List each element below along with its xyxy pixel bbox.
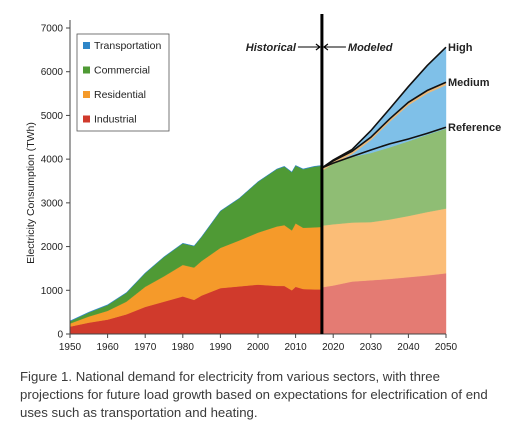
legend-label-residential: Residential — [94, 89, 146, 101]
scenario-label-reference: Reference — [448, 122, 501, 134]
legend: Transportation Commercial Residential Indus… — [76, 33, 170, 132]
y-tick-label: 2000 — [41, 242, 64, 253]
y-tick-label: 4000 — [41, 155, 64, 166]
x-tick-label: 1990 — [209, 342, 232, 353]
scenario-line-reference — [321, 126, 447, 169]
electricity-demand-chart: High Medium Reference 0 1000 2000 3000 4000 500… — [25, 14, 501, 353]
modeled-arrow-icon — [323, 43, 346, 51]
x-tick-label: 1950 — [59, 342, 82, 353]
legend-box — [76, 33, 170, 132]
axes: 0 1000 2000 3000 4000 5000 6000 7000 1950 1960 197… — [25, 20, 458, 353]
x-tick-label: 2010 — [284, 342, 307, 353]
scenario-line-medium — [321, 81, 447, 169]
medium-scenario-strip — [321, 82, 446, 171]
legend-swatch-commercial — [83, 66, 90, 74]
x-tick-label: 2050 — [435, 342, 458, 353]
legend-swatch-transportation — [83, 42, 90, 49]
scenario-label-high: High — [448, 42, 473, 54]
historical-modeled-divider: Historical Modeled — [246, 14, 393, 334]
modeled-annotation: Modeled — [348, 42, 393, 54]
x-tick-label: 1970 — [134, 342, 157, 353]
legend-swatch-residential — [83, 91, 90, 98]
y-axis-label: Electricity Consumption (TWh) — [25, 122, 37, 264]
legend-label-transportation: Transportation — [94, 40, 161, 52]
x-tick-label: 1960 — [96, 342, 119, 353]
y-tick-label: 7000 — [41, 24, 64, 35]
y-tick-label: 5000 — [41, 111, 64, 122]
scenario-lines: High Medium Reference — [321, 42, 501, 171]
scenario-line-high — [321, 46, 447, 169]
historical-arrow-icon — [297, 43, 321, 51]
x-tick-label: 2020 — [322, 342, 345, 353]
x-tick-label: 2000 — [247, 342, 270, 353]
historical-annotation: Historical — [246, 42, 297, 54]
stacked-areas — [69, 49, 447, 335]
y-tick-label: 3000 — [41, 198, 64, 209]
x-tick-label: 2030 — [360, 342, 383, 353]
y-tick-label: 6000 — [41, 67, 64, 78]
x-tick-label: 2040 — [397, 342, 420, 353]
y-tick-label: 0 — [57, 330, 63, 341]
legend-label-commercial: Commercial — [94, 65, 150, 77]
scenario-label-medium: Medium — [448, 77, 490, 89]
x-tick-label: 1980 — [172, 342, 195, 353]
legend-label-industrial: Industrial — [94, 114, 137, 126]
legend-swatch-industrial — [83, 115, 90, 123]
y-tick-label: 1000 — [41, 286, 64, 297]
figure-caption: Figure 1. National demand for electricit… — [20, 369, 488, 420]
